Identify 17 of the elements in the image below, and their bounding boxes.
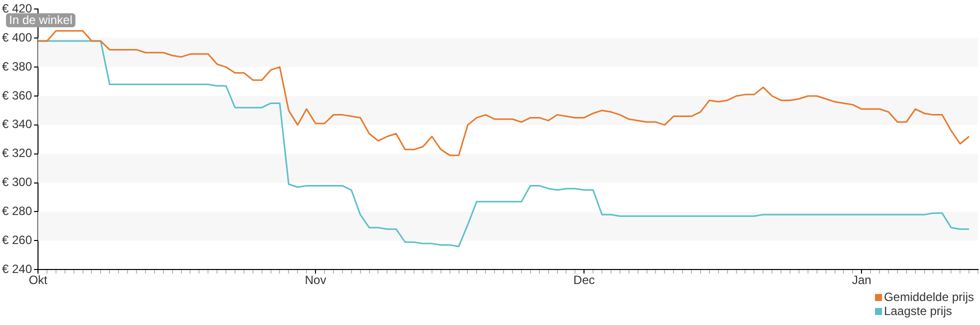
annotation: In de winkel [9,13,72,28]
y-tick-label: € 260 [2,232,32,247]
y-tick-label: € 380 [2,59,32,74]
y-tick-label: € 420 [2,2,32,16]
y-tick-label: € 280 [2,204,32,218]
y-tick-label: € 300 [2,175,32,190]
y-tick-label: € 320 [2,146,32,160]
x-tick-label: Jan [852,273,872,288]
y-tick-label: € 340 [2,117,32,132]
legend-label: Laagste prijs [884,304,952,318]
y-tick-label: € 240 [2,262,32,276]
y-tick-label: € 400 [2,30,32,44]
x-tick-label: Dec [573,273,595,288]
y-tick-label: € 360 [2,88,32,102]
x-tick-label: Nov [304,273,326,288]
legend-label: Gemiddelde prijs [884,290,974,304]
x-tick-label: Okt [28,273,48,288]
